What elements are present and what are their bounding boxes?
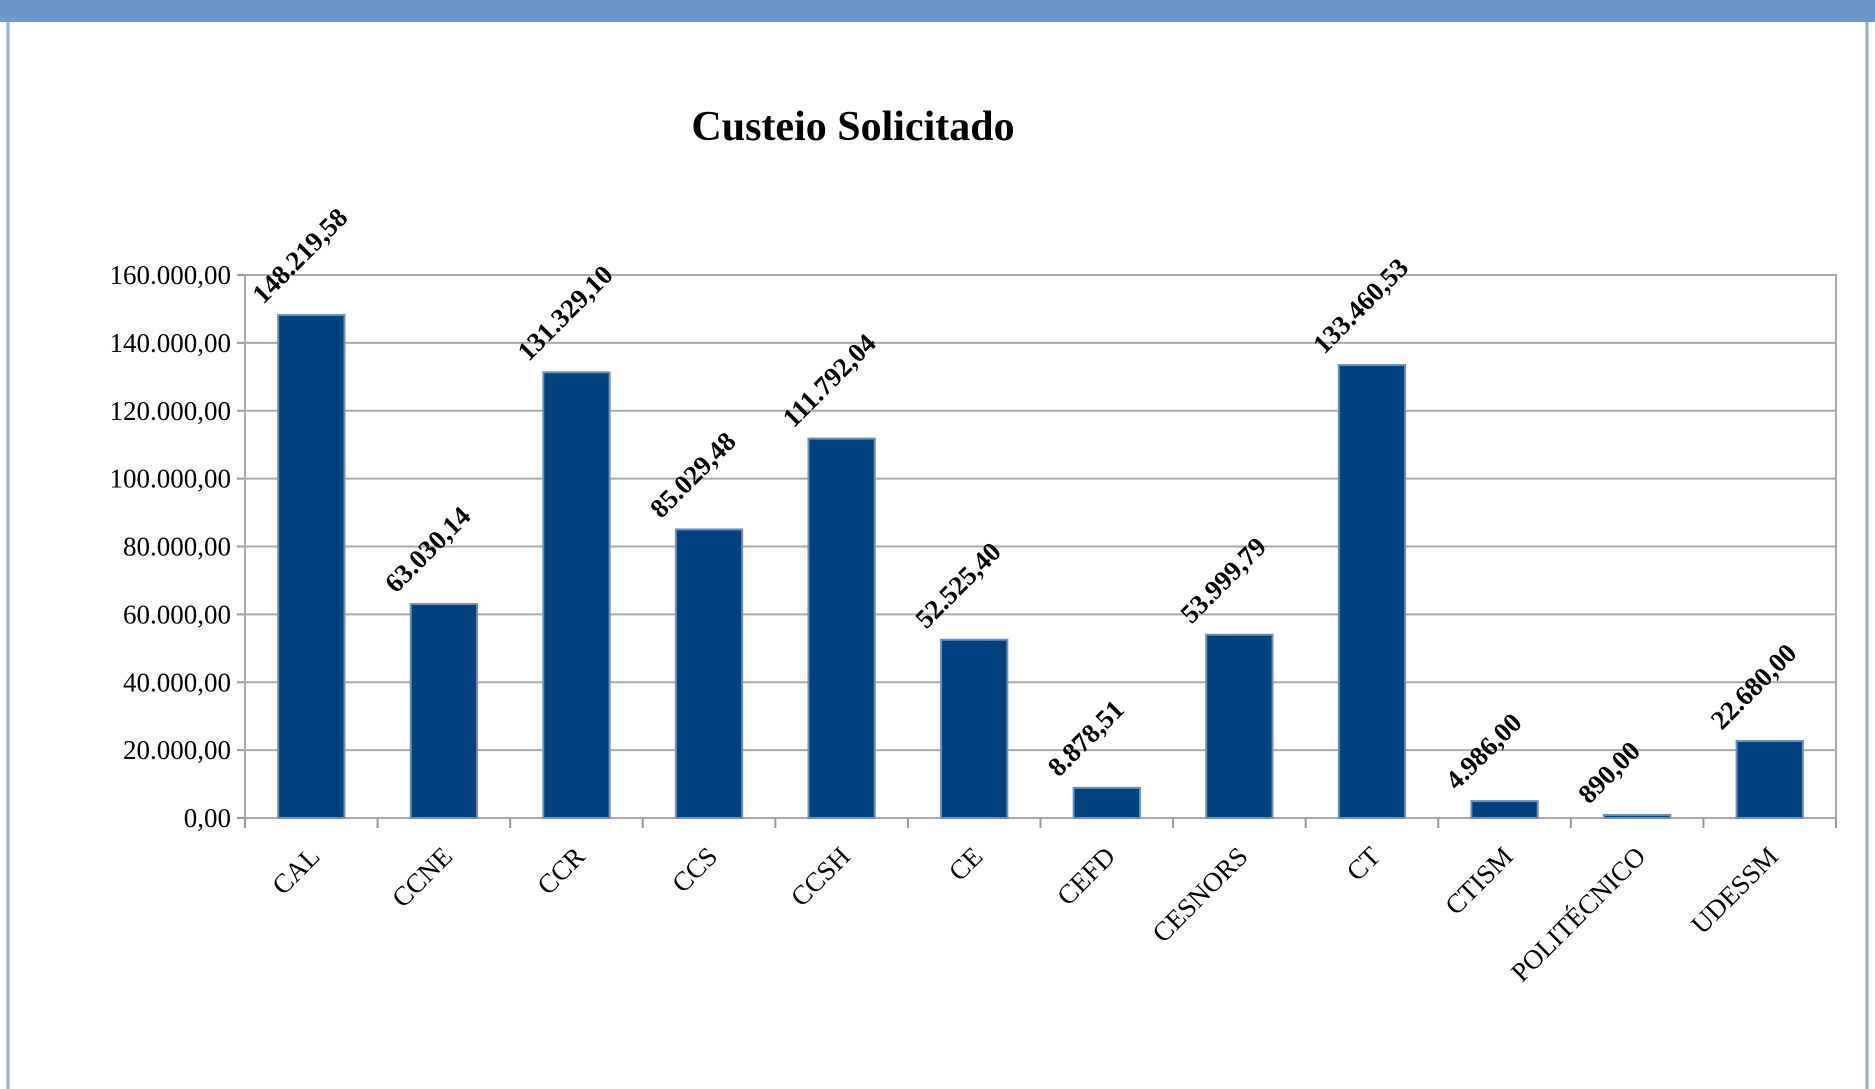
- y-tick-label: 140.000,00: [110, 328, 232, 358]
- y-tick-label: 0,00: [184, 803, 231, 833]
- bar: [940, 638, 1009, 820]
- data-label: 8.878,51: [1042, 694, 1130, 782]
- bar: [674, 528, 744, 819]
- x-tick-label: CAL: [266, 841, 325, 900]
- x-tick-label: UDESSM: [1685, 841, 1784, 940]
- bar: [542, 371, 611, 819]
- y-tick-label: 100.000,00: [110, 464, 232, 494]
- bar: [277, 313, 346, 819]
- x-tick-label: CCR: [531, 841, 590, 900]
- y-tick-label: 80.000,00: [123, 532, 231, 562]
- bar: [1072, 786, 1141, 819]
- x-tick-label: POLITÉCNICO: [1505, 841, 1651, 987]
- data-label: 52.525,40: [909, 536, 1007, 634]
- bar: [1337, 364, 1407, 819]
- data-label: 4.986,00: [1440, 707, 1528, 795]
- y-tick-label: 40.000,00: [123, 667, 231, 697]
- top-bar: [0, 0, 1875, 22]
- bar: [1470, 800, 1539, 819]
- y-tick-label: 60.000,00: [123, 599, 231, 629]
- x-tick-label: CCSH: [785, 841, 856, 912]
- x-tick-label: CTISM: [1439, 841, 1519, 921]
- x-tick-label: CE: [943, 841, 989, 887]
- bar: [409, 603, 479, 820]
- bar: [1602, 813, 1672, 819]
- data-label: 63.030,14: [379, 501, 477, 599]
- data-label: 85.029,48: [644, 426, 742, 524]
- bar: [1205, 633, 1274, 819]
- data-label: 148.219,58: [246, 202, 353, 309]
- x-tick-label: CESNORS: [1146, 841, 1253, 948]
- x-tick-label: CCNE: [386, 841, 458, 913]
- x-tick-label: CT: [1341, 841, 1387, 887]
- bar: [807, 437, 876, 819]
- data-label: 22.680,00: [1705, 638, 1803, 736]
- y-tick-label: 120.000,00: [110, 396, 232, 426]
- x-tick-label: CEFD: [1051, 841, 1121, 911]
- x-tick-label: CCS: [666, 841, 723, 898]
- data-label: 890,00: [1572, 736, 1646, 810]
- y-tick-label: 160.000,00: [110, 260, 232, 290]
- chart-title: Custeio Solicitado: [691, 104, 1014, 150]
- y-tick-label: 20.000,00: [123, 735, 231, 765]
- bar: [1735, 740, 1804, 819]
